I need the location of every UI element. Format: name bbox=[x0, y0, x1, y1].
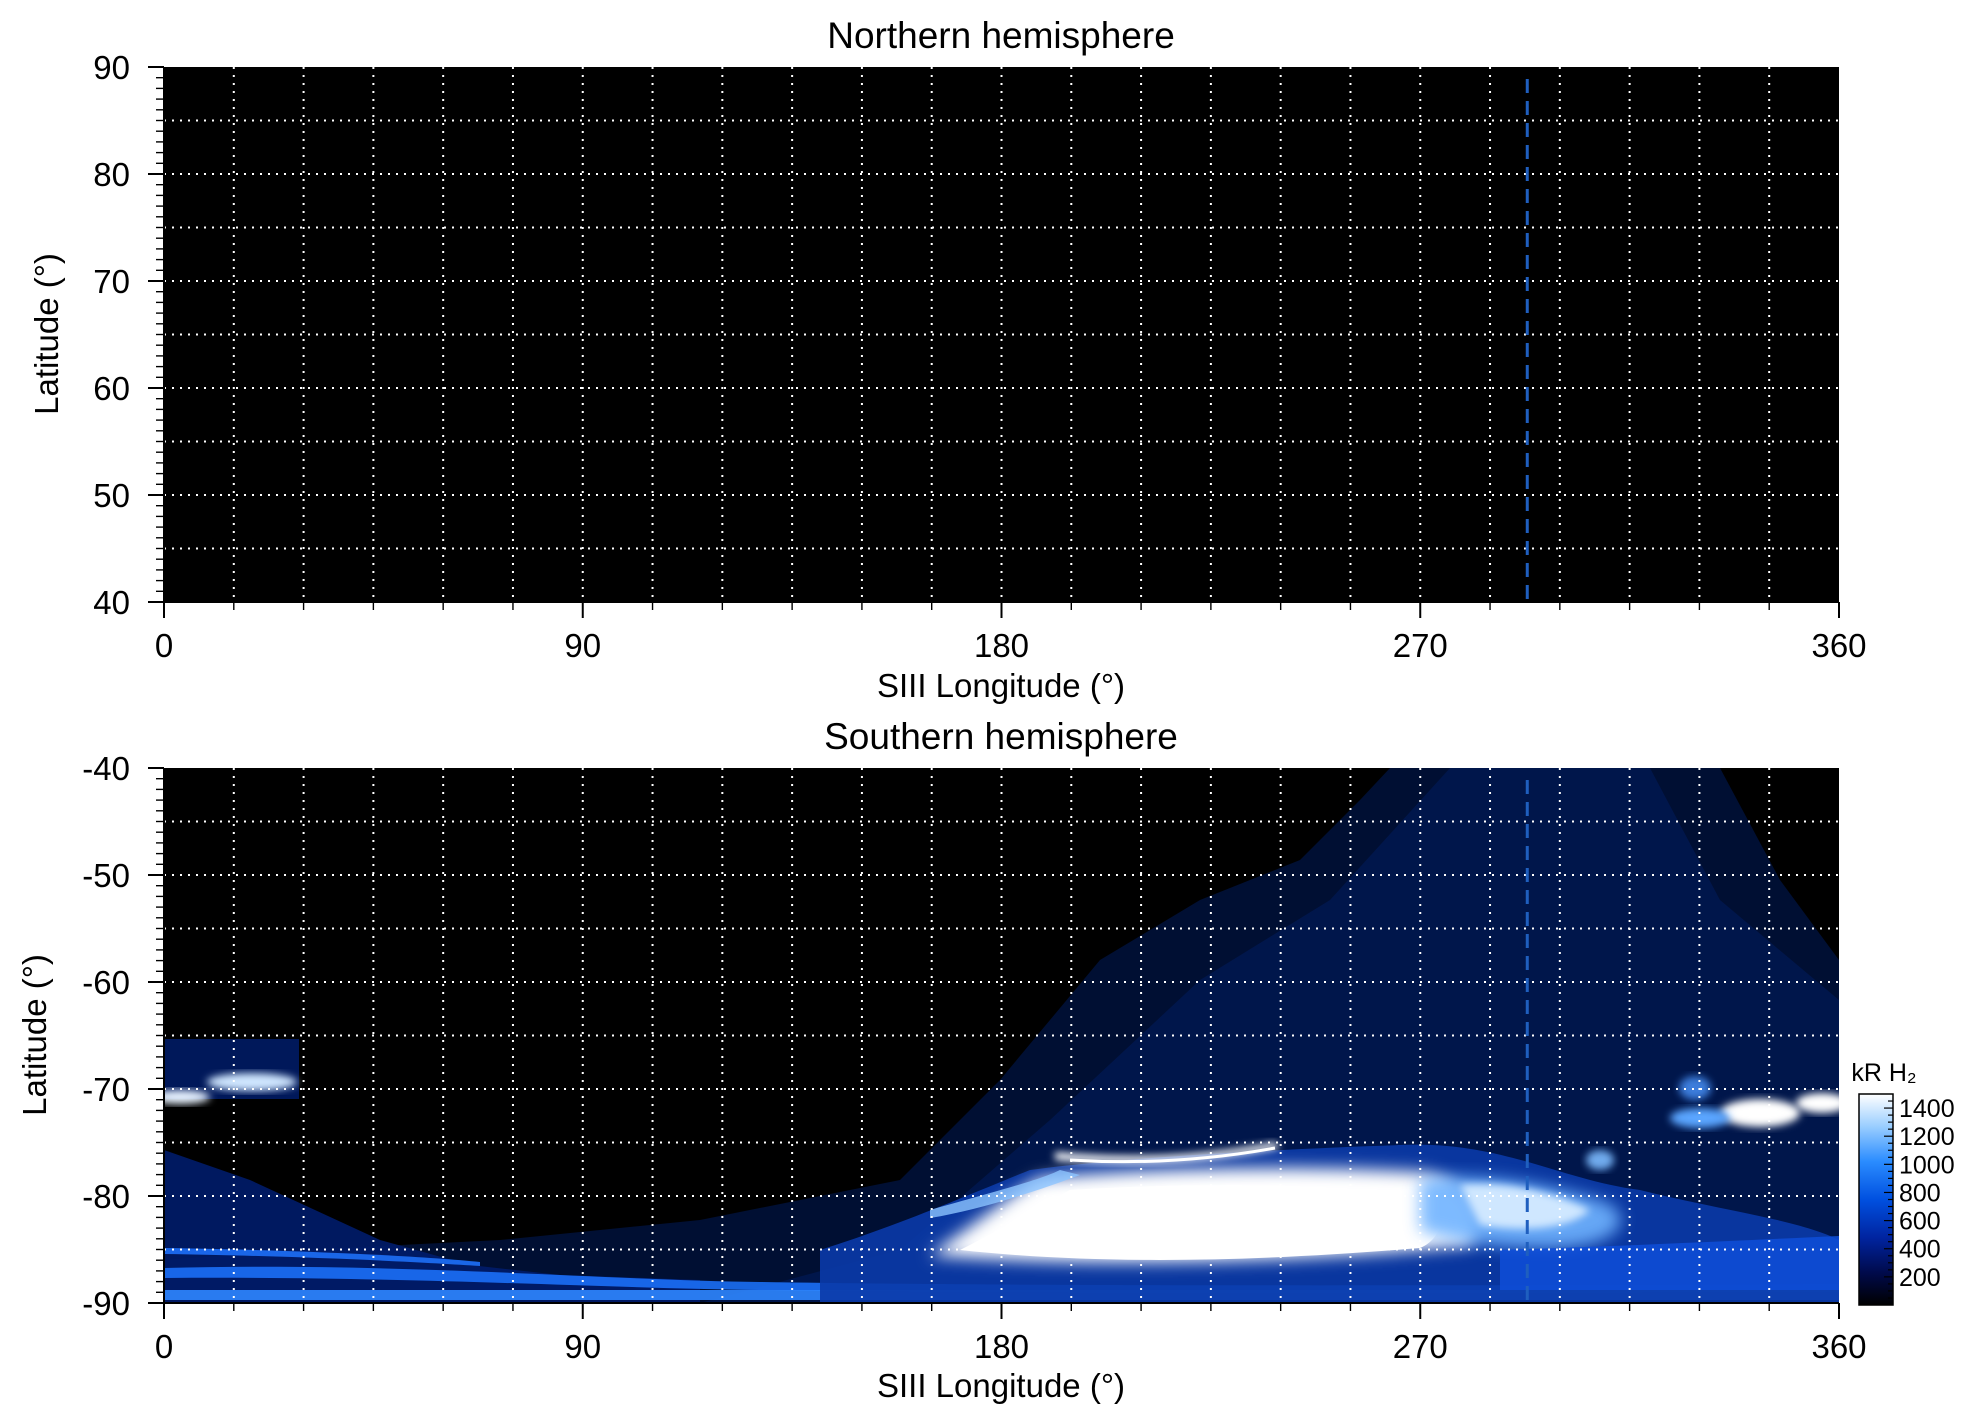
colorbar-tick-label: 1200 bbox=[1899, 1123, 1955, 1151]
main-oval-bright bbox=[960, 1185, 1441, 1260]
left-bright-arc bbox=[207, 1073, 297, 1091]
northern-axis-ticks bbox=[148, 66, 1840, 618]
x-tick-label: 270 bbox=[1393, 627, 1448, 664]
y-tick-label: 40 bbox=[93, 584, 130, 621]
colorbar-tick-label: 200 bbox=[1899, 1264, 1941, 1292]
colorbar-tick-label: 800 bbox=[1899, 1179, 1941, 1207]
southern-x-axis-label: SIII Longitude (°) bbox=[877, 1367, 1125, 1404]
right-polar-band bbox=[1500, 1236, 1839, 1290]
colorbar-tick-label: 1000 bbox=[1899, 1151, 1955, 1179]
southern-axis-ticks bbox=[148, 767, 1840, 1319]
x-tick-label: 180 bbox=[974, 627, 1029, 664]
northern-y-axis-label: Latitude (°) bbox=[28, 253, 65, 415]
y-tick-label: -60 bbox=[82, 964, 130, 1001]
x-tick-label: 180 bbox=[974, 1328, 1029, 1365]
colorbar-tick-label: 1400 bbox=[1899, 1095, 1955, 1123]
y-tick-label: -70 bbox=[82, 1071, 130, 1108]
colorbar-label: kR H₂ bbox=[1851, 1059, 1916, 1087]
y-tick-label: -80 bbox=[82, 1178, 130, 1215]
y-tick-label: -50 bbox=[82, 857, 130, 894]
right-blue-patch bbox=[1670, 1108, 1730, 1128]
right-bright-patch-2 bbox=[1796, 1093, 1839, 1113]
polar-band-left bbox=[164, 1150, 700, 1303]
x-tick-label: 360 bbox=[1811, 627, 1866, 664]
southern-y-tick-labels: -90 -80 -70 -60 -50 -40 bbox=[82, 750, 130, 1322]
right-bright-patch-1 bbox=[1720, 1099, 1800, 1127]
y-tick-label: 50 bbox=[93, 477, 130, 514]
northern-y-tick-labels: 40 50 60 70 80 90 bbox=[93, 49, 130, 621]
colorbar-tick-label: 400 bbox=[1899, 1236, 1941, 1264]
y-tick-label: 70 bbox=[93, 263, 130, 300]
right-blue-patch-2 bbox=[1679, 1076, 1711, 1100]
northern-x-axis-label: SIII Longitude (°) bbox=[877, 667, 1125, 704]
upper-thin-arc-core bbox=[1069, 1146, 1276, 1164]
x-tick-label: 360 bbox=[1811, 1328, 1866, 1365]
x-tick-label: 0 bbox=[155, 1328, 173, 1365]
colorbar-gradient bbox=[1858, 1093, 1894, 1306]
colorbar-tick-label: 600 bbox=[1899, 1208, 1941, 1236]
y-tick-label: 60 bbox=[93, 370, 130, 407]
y-tick-label: 80 bbox=[93, 156, 130, 193]
y-tick-label: -40 bbox=[82, 750, 130, 787]
northern-gridlines bbox=[164, 67, 1839, 602]
colorbar-ticks bbox=[1884, 1100, 1893, 1299]
upper-thin-arc bbox=[1055, 1142, 1280, 1164]
northern-title: Northern hemisphere bbox=[827, 15, 1175, 56]
x-tick-label: 90 bbox=[564, 627, 601, 664]
polar-stripe-3 bbox=[164, 1248, 480, 1266]
x-tick-label: 270 bbox=[1393, 1328, 1448, 1365]
left-edge-arc bbox=[164, 1090, 210, 1104]
northern-hemisphere-panel: Northern hemisphere 0 90 180 270 360 40 50 60 7… bbox=[28, 15, 1867, 704]
northern-x-tick-labels: 0 90 180 270 360 bbox=[155, 627, 1867, 664]
southern-title: Southern hemisphere bbox=[824, 716, 1178, 757]
southern-hemisphere-panel: Southern hemisphere bbox=[16, 716, 1955, 1404]
right-blue-patch-3 bbox=[1586, 1150, 1614, 1170]
x-tick-label: 90 bbox=[564, 1328, 601, 1365]
y-tick-label: -90 bbox=[82, 1285, 130, 1322]
x-tick-label: 0 bbox=[155, 627, 173, 664]
oval-striated-edge bbox=[930, 1170, 1080, 1218]
southern-x-tick-labels: 0 90 180 270 360 bbox=[155, 1328, 1867, 1365]
y-tick-label: 90 bbox=[93, 49, 130, 86]
southern-gridlines bbox=[164, 768, 1839, 1303]
southern-y-axis-label: Latitude (°) bbox=[16, 954, 53, 1116]
